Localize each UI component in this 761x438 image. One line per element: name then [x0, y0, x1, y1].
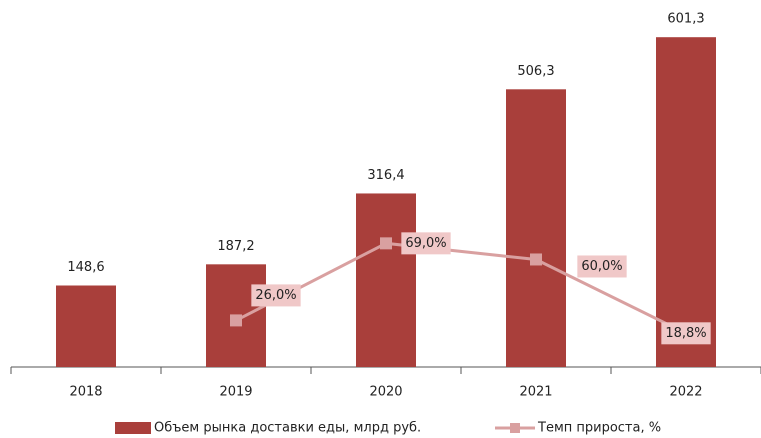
line-value-label: 69,0%: [405, 236, 446, 251]
bar: [656, 37, 716, 368]
bar: [356, 193, 416, 367]
x-tick-label: 2021: [519, 385, 552, 400]
bar: [506, 89, 566, 367]
legend-label: Темп прироста, %: [537, 421, 661, 436]
line-marker: [230, 314, 242, 327]
legend-label: Объем рынка доставки еды, млрд руб.: [154, 421, 421, 436]
x-tick-label: 2020: [369, 385, 402, 400]
x-tick-label: 2018: [69, 385, 102, 400]
line-value-label-box: [661, 322, 711, 345]
line-value-label-box: [251, 284, 301, 307]
line-value-label: 18,8%: [665, 326, 706, 341]
legend-marker: [510, 423, 520, 433]
line-value-label-box: [401, 232, 451, 255]
bar: [56, 285, 116, 367]
legend-swatch: [115, 422, 151, 434]
line: [235, 241, 687, 335]
line-value-label: 60,0%: [581, 259, 622, 274]
line-marker: [530, 253, 542, 266]
bar-value-label: 506,3: [517, 64, 554, 79]
bar-value-label: 187,2: [217, 239, 254, 254]
x-tick-label: 2019: [219, 385, 252, 400]
bar-value-label: 316,4: [367, 168, 404, 183]
bar-value-label: 148,6: [67, 260, 104, 275]
x-tick-label: 2022: [669, 385, 702, 400]
line-value-label: 26,0%: [255, 288, 296, 303]
line-marker: [380, 237, 392, 250]
line-value-label-box: [577, 255, 627, 278]
bar-value-label: 601,3: [667, 12, 704, 27]
